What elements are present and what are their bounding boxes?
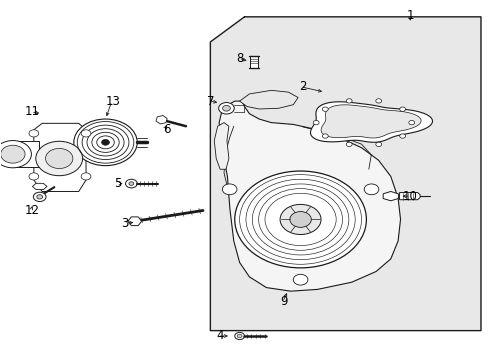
Circle shape: [234, 332, 244, 339]
Circle shape: [399, 134, 405, 138]
Circle shape: [29, 173, 39, 180]
Circle shape: [0, 140, 31, 168]
Circle shape: [346, 142, 351, 147]
Text: 7: 7: [206, 95, 214, 108]
Text: 13: 13: [105, 95, 120, 108]
Circle shape: [237, 334, 242, 338]
Circle shape: [0, 145, 25, 163]
Circle shape: [222, 105, 230, 111]
Circle shape: [399, 107, 405, 111]
Circle shape: [81, 173, 91, 180]
Text: 1: 1: [406, 9, 413, 22]
Circle shape: [375, 142, 381, 147]
Polygon shape: [219, 101, 400, 291]
Polygon shape: [310, 102, 431, 142]
Polygon shape: [383, 192, 398, 201]
Circle shape: [408, 121, 414, 125]
Circle shape: [375, 99, 381, 103]
Circle shape: [125, 179, 137, 188]
Polygon shape: [13, 140, 39, 167]
Circle shape: [364, 184, 378, 195]
Text: 12: 12: [25, 204, 40, 217]
Text: 8: 8: [235, 51, 243, 64]
Polygon shape: [214, 123, 228, 169]
Circle shape: [322, 134, 327, 138]
Text: 3: 3: [121, 216, 128, 230]
Circle shape: [322, 107, 327, 111]
Polygon shape: [399, 193, 419, 200]
Polygon shape: [128, 217, 142, 226]
Circle shape: [280, 204, 321, 234]
Polygon shape: [210, 17, 480, 330]
Circle shape: [36, 141, 82, 176]
Polygon shape: [250, 56, 258, 68]
Polygon shape: [34, 123, 86, 192]
Circle shape: [218, 103, 234, 114]
Text: 11: 11: [25, 105, 40, 118]
Polygon shape: [321, 105, 420, 138]
Circle shape: [81, 130, 91, 137]
Circle shape: [102, 139, 109, 145]
Circle shape: [234, 171, 366, 268]
Circle shape: [289, 212, 311, 227]
Text: 4: 4: [216, 329, 224, 342]
Circle shape: [37, 195, 42, 199]
Circle shape: [45, 148, 73, 168]
Text: 6: 6: [163, 123, 170, 136]
Polygon shape: [32, 183, 47, 190]
Circle shape: [293, 274, 307, 285]
Circle shape: [346, 99, 351, 103]
Circle shape: [222, 184, 237, 195]
Text: 5: 5: [114, 177, 121, 190]
Circle shape: [313, 121, 319, 125]
Circle shape: [29, 130, 39, 137]
Text: 10: 10: [402, 190, 417, 203]
Text: 2: 2: [299, 80, 306, 93]
Text: 9: 9: [279, 296, 286, 309]
Circle shape: [74, 119, 137, 166]
Polygon shape: [239, 90, 298, 109]
Circle shape: [33, 192, 46, 202]
Circle shape: [129, 182, 134, 185]
Polygon shape: [156, 116, 167, 124]
